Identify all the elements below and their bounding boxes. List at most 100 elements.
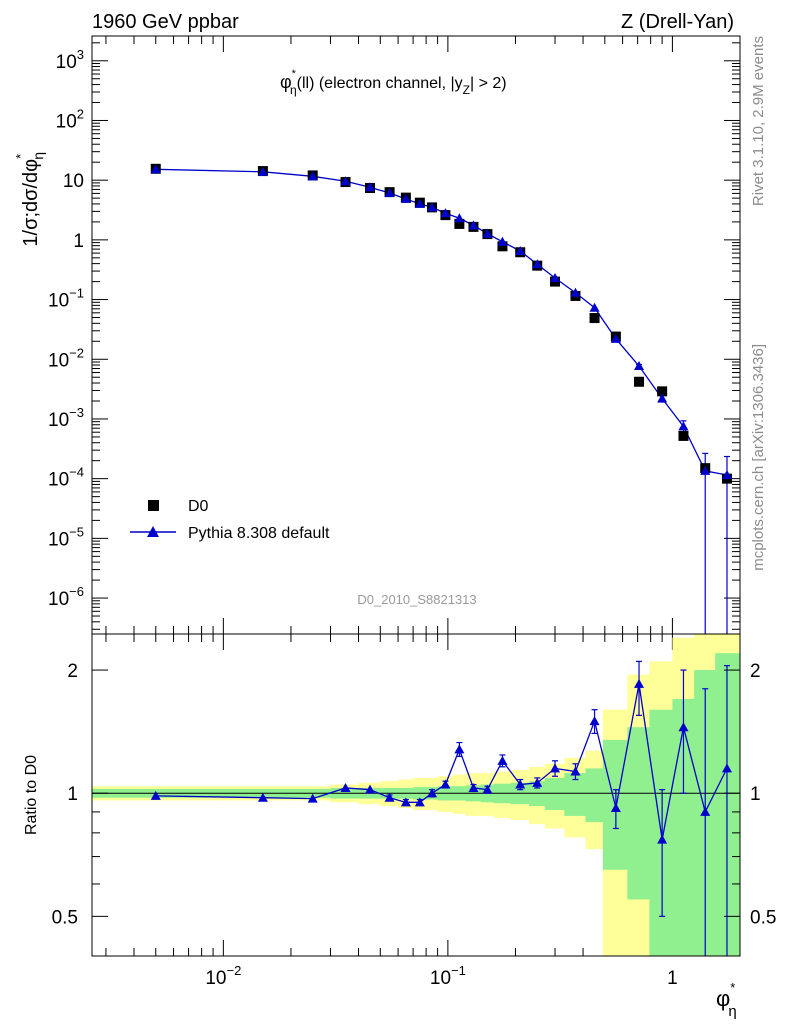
header-collision-label: 1960 GeV ppbar [92,11,239,33]
mc-data-point [468,220,479,230]
main-y-tick-label: 10−2 [48,345,84,371]
ratio-band-inner [672,698,695,956]
main-y-tick-label: 10 [63,171,84,192]
ratio-data-point [482,784,493,794]
title-phi-sup: * [292,68,297,80]
ratio-y-tick-label: 0.5 [52,907,78,928]
legend-label-d0: D0 [188,498,209,515]
mc-data-point [589,302,600,312]
mc-data-point [384,187,395,197]
ratio-data-point [657,834,668,844]
mc-data-point [721,470,732,480]
d0-data-point [589,313,600,324]
legend: D0 Pythia 8.308 default [130,498,330,542]
x-tick-label-base: 10 [205,968,226,989]
main-y-tick-label-base: 10 [48,291,69,312]
ratio-y-tick-label-right: 2 [750,661,761,682]
legend-label-pythia: Pythia 8.308 default [188,525,330,542]
mc-data-point [610,333,621,343]
main-y-tick-label: 102 [56,106,84,132]
x-tick-label: 10−2 [205,963,241,989]
mc-data-point [497,236,508,246]
main-y-tick-label: 10−4 [48,465,84,491]
main-y-tick-label: 10−3 [48,405,84,431]
mc-data-point [414,198,425,208]
ratio-y-tick-label: 2 [67,661,78,682]
ratio-data-point [634,678,645,688]
mcplots-label: mcplots.cern.ch [arXiv:1306.3436] [750,344,767,571]
main-y-tick-label-base: 10 [48,410,69,431]
main-y-tick-label-exp: −6 [69,584,84,599]
x-tick-label-base: 1 [667,968,678,989]
x-tick-label-exp: −2 [227,963,242,978]
ratio-data-point [570,766,581,776]
main-y-tick-label-exp: −4 [69,465,84,480]
legend-marker-pythia [147,526,159,537]
mc-data-point [570,287,581,297]
ratio-data-point [678,722,689,732]
ratio-data-point [307,793,318,803]
main-y-tick-label-base: 10 [48,470,69,491]
ratio-band-inner [564,773,586,816]
ratio-band-inner [585,768,604,823]
ratio-band-inner [627,727,650,900]
mc-data-point [657,393,668,403]
ratio-data-point [532,777,543,787]
ratio-data-point [340,782,351,792]
ratio-data-point [384,792,395,802]
main-plot-title: φ* η(ll) (electron channel, |yZ| > 2) [280,68,507,97]
title-end: | > 2) [470,75,507,92]
ratio-data-point [721,763,732,773]
ratio-data-point [440,779,451,789]
x-tick-label-exp: −1 [451,963,466,978]
xlabel-sub: η [728,1003,736,1020]
main-y-tick-label-exp: −1 [69,286,84,301]
mc-data-point [427,202,438,212]
main-y-tick-label-exp: −2 [69,345,84,360]
ratio-data-point [700,806,711,816]
ratio-data-point [414,797,425,807]
ratio-panel: 10−2 10−1 10.5 0.51 12 2 Ratio to D0 φ* η [23,633,776,1020]
ratio-data-point [427,788,438,798]
d0-data-point [497,241,508,252]
ratio-band-inner [715,653,740,956]
ratio-data-point [589,716,600,726]
main-y-tick-label: 10−5 [48,524,84,550]
ratio-y-tick-label: 1 [67,784,78,805]
main-y-tick-label-base: 10 [63,171,84,192]
mc-data-point [532,259,543,269]
ratio-bands [92,634,740,956]
main-plot-frame [91,35,741,635]
main-y-tick-label: 10−1 [48,286,84,312]
ratio-band-inner [544,777,565,810]
main-y-tick-label-exp: −3 [69,405,84,420]
title-z-sub: Z [463,83,470,97]
rivet-version-label: Rivet 3.1.10, 2.9M events [750,36,767,206]
mc-data-point [365,182,376,192]
mc-data-point [515,246,526,256]
mc-data-point [400,193,411,203]
ratio-data-point [610,803,621,813]
main-y-tick-label: 10−6 [48,584,84,610]
ratio-plot-frame [91,633,741,957]
header-process-label: Z (Drell-Yan) [621,11,734,33]
mc-data-point [257,166,268,176]
main-y-tick-label: 103 [56,47,84,73]
main-y-tick-label-exp: −5 [69,524,84,539]
mc-data-point [440,208,451,218]
mc-data-point [454,213,465,223]
main-y-tick-label-base: 10 [56,111,77,132]
d0-data-point [657,386,668,397]
title-rest: (ll) (electron channel, |y [297,75,463,92]
ylabel-sub: η [30,152,46,160]
main-y-tick-label-base: 10 [48,529,69,550]
ratio-y-axis-label: Ratio to D0 [23,755,40,835]
x-axis-label: φ* η [716,980,737,1020]
legend-marker-d0 [148,500,159,511]
ratio-y-tick-label-right: 0.5 [750,907,776,928]
mc-data-point [482,228,493,238]
ratio-data-point [365,784,376,794]
mc-data-point [307,171,318,181]
